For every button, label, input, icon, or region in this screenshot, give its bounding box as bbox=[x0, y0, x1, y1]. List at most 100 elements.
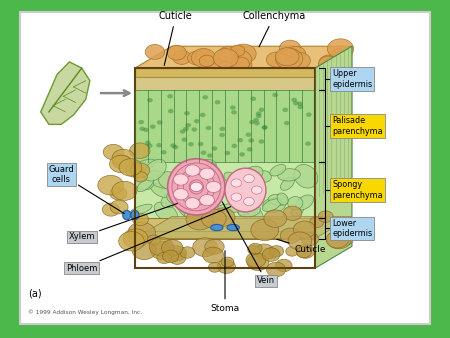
Circle shape bbox=[246, 252, 266, 268]
Circle shape bbox=[180, 129, 185, 134]
Ellipse shape bbox=[296, 195, 314, 210]
Ellipse shape bbox=[277, 193, 288, 205]
Circle shape bbox=[297, 246, 311, 258]
Ellipse shape bbox=[122, 210, 131, 220]
Circle shape bbox=[306, 113, 312, 117]
Circle shape bbox=[147, 144, 153, 148]
Circle shape bbox=[235, 59, 252, 72]
Circle shape bbox=[212, 146, 217, 151]
Circle shape bbox=[264, 210, 287, 227]
Circle shape bbox=[132, 241, 156, 260]
Circle shape bbox=[275, 48, 299, 66]
Circle shape bbox=[161, 150, 166, 154]
Circle shape bbox=[261, 125, 267, 130]
Circle shape bbox=[145, 45, 165, 59]
Text: (a): (a) bbox=[28, 288, 42, 298]
Circle shape bbox=[247, 147, 252, 151]
Ellipse shape bbox=[181, 183, 208, 195]
Circle shape bbox=[246, 132, 252, 137]
Circle shape bbox=[288, 232, 312, 250]
Circle shape bbox=[250, 97, 256, 101]
Circle shape bbox=[266, 262, 286, 277]
Circle shape bbox=[162, 250, 179, 262]
Circle shape bbox=[319, 56, 339, 72]
Circle shape bbox=[172, 145, 178, 149]
Ellipse shape bbox=[227, 224, 239, 231]
Text: Upper
epidermis: Upper epidermis bbox=[332, 69, 373, 89]
Circle shape bbox=[168, 251, 186, 264]
Circle shape bbox=[243, 174, 254, 183]
Ellipse shape bbox=[263, 198, 285, 212]
Text: Stoma: Stoma bbox=[211, 251, 239, 313]
Circle shape bbox=[194, 119, 200, 123]
Text: Phloem: Phloem bbox=[66, 207, 230, 273]
Polygon shape bbox=[135, 162, 315, 218]
Circle shape bbox=[206, 181, 221, 193]
Circle shape bbox=[284, 121, 290, 125]
Circle shape bbox=[198, 142, 203, 146]
Circle shape bbox=[264, 248, 278, 259]
Circle shape bbox=[231, 57, 249, 71]
Ellipse shape bbox=[278, 169, 300, 181]
Circle shape bbox=[310, 217, 324, 227]
Ellipse shape bbox=[131, 210, 139, 220]
Circle shape bbox=[259, 107, 265, 112]
Ellipse shape bbox=[238, 204, 261, 217]
Circle shape bbox=[202, 95, 208, 99]
Circle shape bbox=[218, 47, 238, 63]
Circle shape bbox=[231, 193, 242, 201]
Ellipse shape bbox=[257, 171, 271, 182]
Circle shape bbox=[262, 125, 268, 129]
Ellipse shape bbox=[184, 169, 207, 188]
Polygon shape bbox=[40, 62, 90, 124]
Ellipse shape bbox=[167, 191, 193, 207]
Ellipse shape bbox=[168, 159, 225, 215]
Circle shape bbox=[213, 49, 238, 68]
Circle shape bbox=[173, 189, 188, 200]
Ellipse shape bbox=[170, 173, 191, 190]
Circle shape bbox=[123, 229, 148, 248]
Circle shape bbox=[217, 260, 235, 273]
Circle shape bbox=[140, 127, 145, 131]
Circle shape bbox=[162, 240, 183, 256]
Text: Cuticle: Cuticle bbox=[159, 11, 193, 66]
Ellipse shape bbox=[177, 196, 201, 218]
Circle shape bbox=[185, 165, 200, 176]
Circle shape bbox=[202, 209, 226, 228]
Text: Cuticle: Cuticle bbox=[277, 239, 326, 254]
Ellipse shape bbox=[237, 197, 250, 216]
Ellipse shape bbox=[161, 192, 180, 208]
Ellipse shape bbox=[203, 198, 218, 210]
Ellipse shape bbox=[237, 201, 252, 215]
Polygon shape bbox=[135, 90, 315, 162]
Circle shape bbox=[183, 127, 189, 131]
Circle shape bbox=[293, 221, 316, 238]
Circle shape bbox=[243, 197, 254, 206]
Polygon shape bbox=[315, 46, 352, 268]
Circle shape bbox=[231, 144, 237, 148]
Ellipse shape bbox=[158, 172, 180, 189]
Ellipse shape bbox=[224, 172, 243, 189]
Ellipse shape bbox=[207, 163, 217, 186]
Circle shape bbox=[211, 208, 235, 226]
Ellipse shape bbox=[270, 165, 286, 176]
Circle shape bbox=[219, 133, 225, 137]
Circle shape bbox=[188, 142, 194, 146]
Ellipse shape bbox=[294, 165, 318, 188]
Ellipse shape bbox=[292, 205, 304, 216]
Polygon shape bbox=[135, 68, 315, 77]
Circle shape bbox=[150, 241, 174, 260]
Text: Spongy
parenchyma: Spongy parenchyma bbox=[332, 180, 383, 200]
Circle shape bbox=[256, 114, 261, 118]
Ellipse shape bbox=[191, 160, 216, 175]
Circle shape bbox=[150, 124, 156, 129]
Polygon shape bbox=[135, 231, 315, 239]
Circle shape bbox=[230, 45, 245, 56]
Circle shape bbox=[262, 248, 280, 261]
Circle shape bbox=[132, 213, 148, 226]
Circle shape bbox=[225, 151, 230, 155]
Circle shape bbox=[138, 120, 144, 124]
Circle shape bbox=[202, 247, 224, 263]
Circle shape bbox=[185, 198, 200, 209]
Circle shape bbox=[231, 110, 237, 115]
